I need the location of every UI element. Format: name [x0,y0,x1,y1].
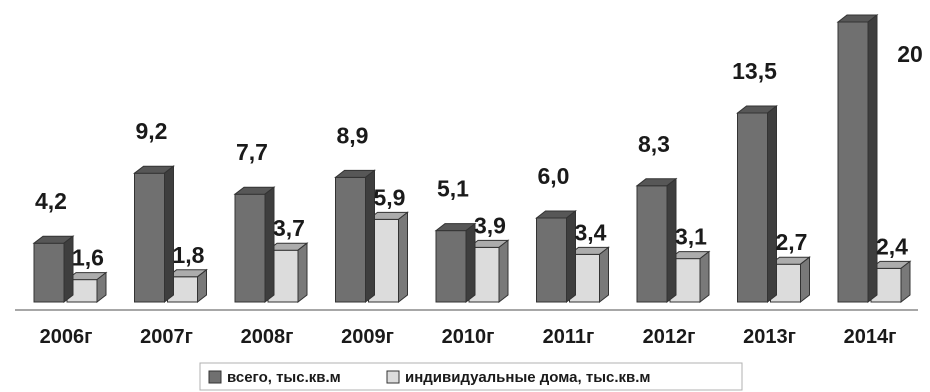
data-label-individual: 1,6 [72,245,104,271]
bar-total [836,13,879,304]
data-label-individual: 3,7 [273,215,305,241]
x-tick-labels: 2006г 2007г 2008г 2009г 2010г 2011г 2012г 2013г… [40,326,897,348]
x-tick-label: 2009г [341,326,394,348]
x-tick-label: 2010г [442,326,495,348]
data-label-individual: 2,7 [776,229,808,255]
data-label-individual: 2,4 [876,233,908,259]
x-tick-label: 2006г [40,326,93,348]
bar-total [133,165,175,304]
x-tick-label: 2008г [241,326,294,348]
bar-total [736,104,778,304]
data-label-individual: 3,9 [474,212,506,238]
data-label-total: 8,3 [638,131,670,157]
data-label-individual: 5,9 [374,184,406,210]
bar-total [233,186,276,304]
bar-total [334,169,376,304]
bar-total [535,209,577,304]
data-label-total: 5,1 [437,176,469,202]
data-label-total: 6,0 [538,163,570,189]
bar-total [635,177,678,304]
labels-layer: 4,2 1,6 9,2 1,8 7,7 3,7 8,9 5,9 5,13,9 6,0 3,4 8,3 3… [35,41,923,271]
data-label-total: 9,2 [136,118,168,144]
legend-label-total: всего, тыс.кв.м [227,369,341,386]
x-tick-label: 2012г [643,326,696,348]
data-label-total: 4,2 [35,188,67,214]
data-label-total: 7,7 [236,139,268,165]
data-label-total: 13,5 [732,58,777,84]
x-tick-label: 2011г [543,326,595,348]
legend-swatch-total [208,370,222,384]
bars-layer [32,13,912,304]
data-label-individual: 3,1 [675,224,707,250]
data-label-total: 8,9 [337,122,369,148]
legend-label-individual: индивидуальные дома, тыс.кв.м [405,369,651,386]
x-tick-label: 2014г [844,326,897,348]
x-tick-label: 2007г [140,326,193,348]
data-label-total: 20 [897,41,923,67]
data-label-individual: 3,4 [575,219,607,245]
x-tick-label: 2013г [743,326,796,348]
bar-total [32,235,75,304]
bar-total [434,222,477,304]
legend-swatch-individual [386,370,400,384]
legend: всего, тыс.кв.м индивидуальные дома, тыс… [199,362,743,391]
data-label-individual: 1,8 [173,242,205,268]
bar-individual [65,271,108,304]
legend-border [199,362,743,391]
